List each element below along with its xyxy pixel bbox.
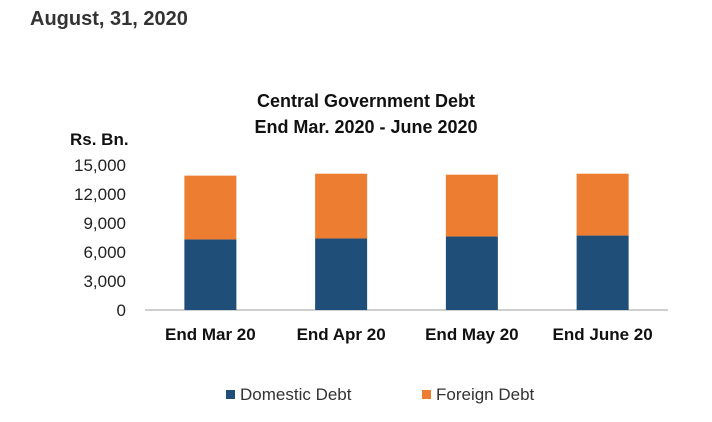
x-tick-label: End June 20 — [553, 325, 653, 344]
bar-domestic-debt — [445, 236, 498, 310]
bar-foreign-debt — [576, 173, 629, 236]
chart-title: Central Government Debt — [257, 91, 475, 111]
y-tick-label: 6,000 — [83, 243, 126, 262]
legend: Domestic Debt Foreign Debt — [226, 385, 535, 404]
y-tick-label: 3,000 — [83, 272, 126, 291]
page-date: August, 31, 2020 — [30, 8, 188, 30]
x-tick-label: End Mar 20 — [165, 325, 256, 344]
y-tick-label: 0 — [117, 301, 126, 320]
y-tick-label: 12,000 — [74, 185, 126, 204]
chart-subtitle: End Mar. 2020 - June 2020 — [254, 117, 477, 137]
legend-label: Domestic Debt — [240, 385, 352, 404]
legend-swatch — [226, 390, 235, 399]
x-tick-label: End Apr 20 — [297, 325, 386, 344]
bar-domestic-debt — [315, 238, 368, 310]
legend-swatch — [422, 390, 431, 399]
legend-label: Foreign Debt — [436, 385, 535, 404]
bar-domestic-debt — [576, 235, 629, 310]
y-ticks: 15,000 12,000 9,000 6,000 3,000 0 — [74, 156, 126, 320]
bars-group — [184, 173, 629, 310]
x-tick-label: End May 20 — [425, 325, 519, 344]
bar-foreign-debt — [445, 174, 498, 237]
bar-domestic-debt — [184, 239, 237, 310]
x-ticks: End Mar 20 End Apr 20 End May 20 End June 2… — [165, 325, 653, 344]
y-tick-label: 15,000 — [74, 156, 126, 175]
y-tick-label: 9,000 — [83, 214, 126, 233]
bar-foreign-debt — [184, 175, 237, 240]
bar-foreign-debt — [315, 173, 368, 239]
y-axis-label: Rs. Bn. — [70, 130, 129, 149]
